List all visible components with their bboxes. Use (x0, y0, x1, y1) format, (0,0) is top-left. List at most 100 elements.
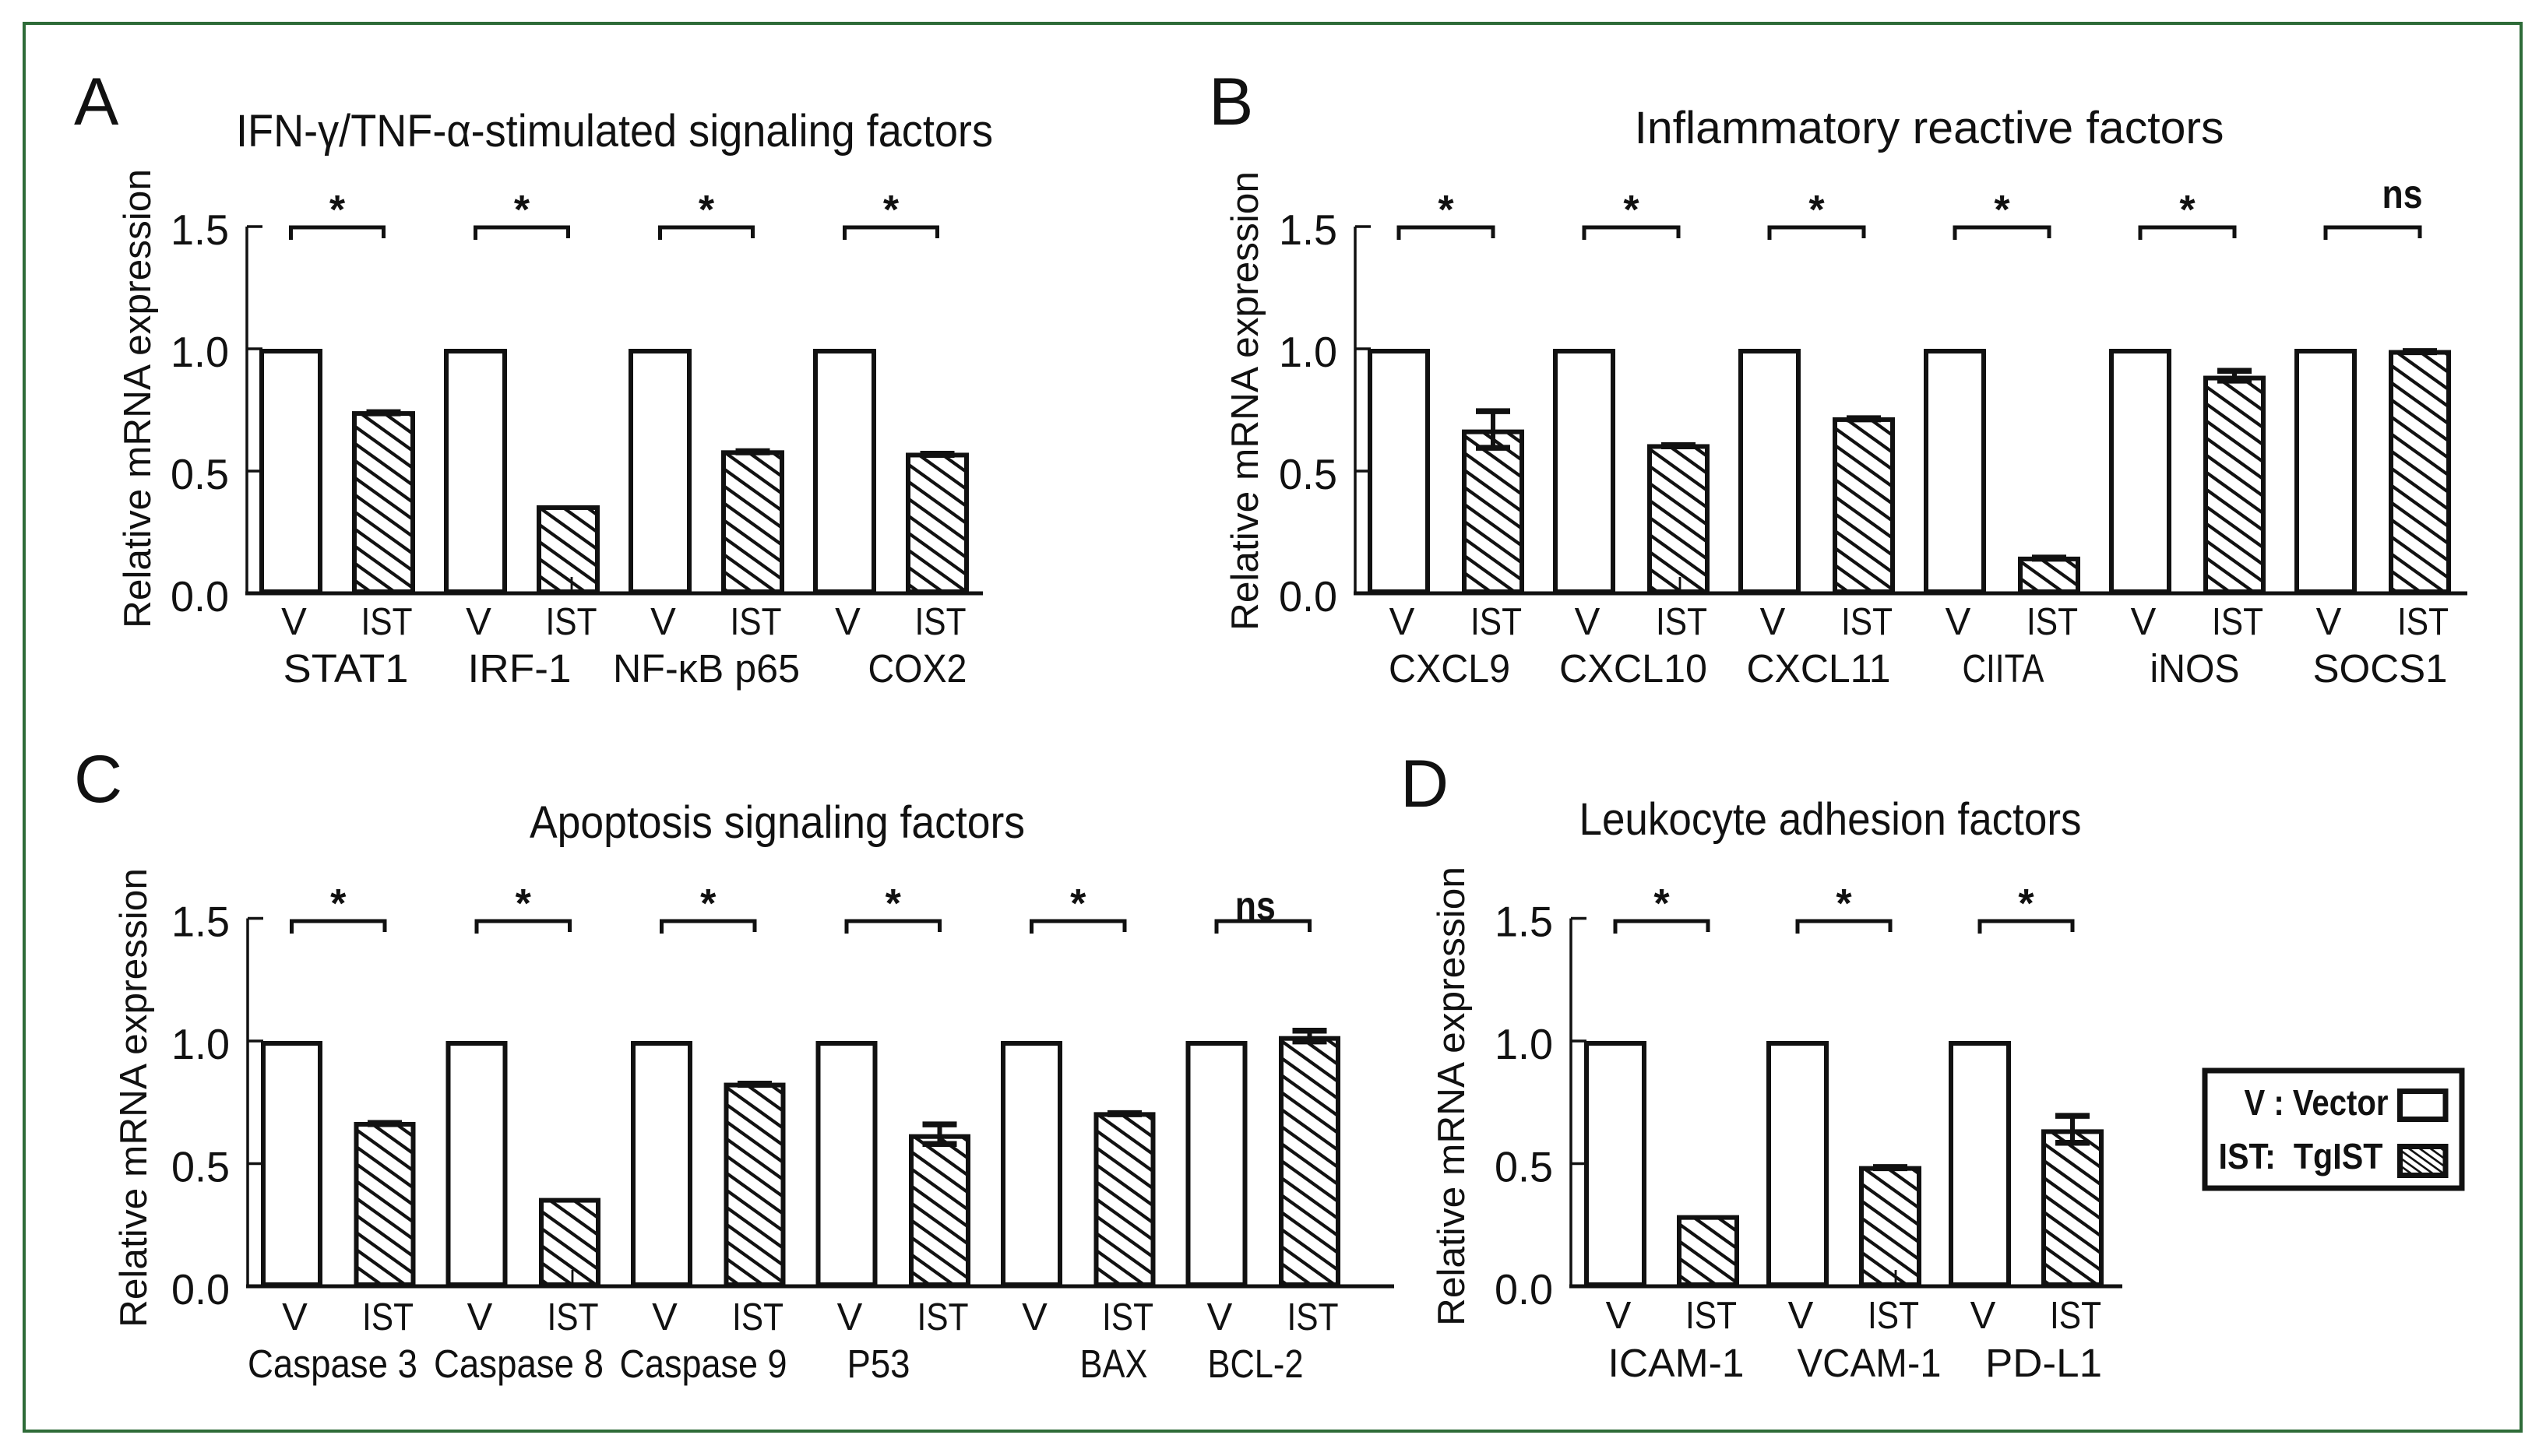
svg-text:Leukocyte adhesion factors: Leukocyte adhesion factors (1579, 794, 2082, 845)
svg-text:IST: IST (1656, 601, 1707, 643)
svg-text:iNOS: iNOS (2150, 646, 2240, 691)
svg-text:1.0: 1.0 (1279, 328, 1337, 376)
svg-text:IST: IST (1841, 601, 1893, 643)
svg-text:1.5: 1.5 (171, 898, 230, 946)
svg-text:*: * (330, 881, 347, 927)
svg-text:V: V (1970, 1295, 1996, 1337)
svg-text:V: V (2131, 601, 2157, 643)
svg-text:CIITA: CIITA (1963, 646, 2044, 691)
svg-text:0.5: 0.5 (171, 450, 229, 498)
svg-text:*: * (886, 881, 902, 927)
svg-text:P53: P53 (847, 1342, 910, 1386)
svg-text:0.0: 0.0 (1495, 1265, 1553, 1314)
svg-text:1.5: 1.5 (1495, 898, 1553, 946)
svg-text:V: V (2316, 601, 2342, 643)
svg-text:*: * (700, 881, 717, 927)
svg-text:*: * (1808, 188, 1825, 233)
svg-text:Relative mRNA expression: Relative mRNA expression (113, 868, 155, 1328)
svg-text:0.0: 0.0 (171, 572, 229, 621)
svg-text:V : Vector: V : Vector (2245, 1082, 2389, 1123)
svg-text:V: V (1575, 601, 1600, 643)
svg-text:*: * (2179, 188, 2196, 233)
svg-text:IFN-γ/TNF-α-stimulated signali: IFN-γ/TNF-α-stimulated signaling factors (236, 106, 993, 157)
svg-text:ns: ns (2382, 172, 2423, 217)
svg-text:ns: ns (1235, 884, 1276, 929)
svg-text:*: * (2018, 881, 2034, 927)
svg-text:C: C (74, 742, 122, 817)
svg-text:0.5: 0.5 (1279, 450, 1337, 498)
svg-text:Caspase 9: Caspase 9 (620, 1342, 787, 1386)
svg-text:IST: IST (2397, 601, 2449, 643)
svg-text:V: V (835, 601, 861, 643)
svg-text:V: V (466, 601, 491, 643)
svg-text:1.0: 1.0 (171, 328, 229, 376)
svg-text:IST: IST (2027, 601, 2078, 643)
svg-text:BAX: BAX (1080, 1342, 1148, 1386)
svg-text:STAT1: STAT1 (283, 646, 409, 691)
svg-text:IST: IST (1868, 1295, 1919, 1337)
svg-text:*: * (699, 188, 715, 233)
svg-text:Caspase 8: Caspase 8 (434, 1342, 604, 1386)
svg-text:NF-κB p65: NF-κB p65 (613, 646, 800, 691)
svg-text:D: D (1400, 747, 1449, 821)
svg-text:IST: IST (915, 601, 967, 643)
svg-text:*: * (516, 881, 532, 927)
svg-text:1.0: 1.0 (171, 1020, 230, 1068)
svg-text:VCAM-1: VCAM-1 (1798, 1341, 1942, 1385)
svg-text:*: * (1836, 881, 1852, 927)
svg-text:COX2: COX2 (868, 646, 967, 691)
svg-text:IST: IST (917, 1296, 969, 1338)
svg-text:IST: IST (731, 601, 782, 643)
svg-text:*: * (1994, 188, 2010, 233)
svg-text:IST: IST (546, 601, 597, 643)
svg-text:IST: IST (732, 1296, 784, 1338)
svg-text:V: V (282, 1296, 308, 1338)
svg-text:IST: IST (1470, 601, 1522, 643)
svg-text:*: * (1070, 881, 1086, 927)
svg-text:ICAM-1: ICAM-1 (1608, 1341, 1745, 1385)
svg-text:IST: IST (548, 1296, 599, 1338)
svg-text:*: * (883, 188, 900, 233)
svg-text:V: V (467, 1296, 493, 1338)
svg-text:*: * (1623, 188, 1639, 233)
svg-text:1.5: 1.5 (171, 206, 229, 254)
svg-text:Inflammatory reactive factors: Inflammatory reactive factors (1635, 103, 2224, 153)
svg-text:V: V (837, 1296, 863, 1338)
svg-text:*: * (329, 188, 346, 233)
svg-text:IST: IST (361, 601, 413, 643)
svg-text:IST: IST (2212, 601, 2263, 643)
svg-text:0.0: 0.0 (1279, 572, 1337, 621)
svg-text:V: V (1022, 1296, 1048, 1338)
svg-text:CXCL9: CXCL9 (1389, 646, 1510, 691)
svg-text:1.0: 1.0 (1495, 1020, 1553, 1068)
svg-text:IST: IST (1685, 1295, 1737, 1337)
svg-text:A: A (74, 65, 119, 139)
svg-text:B: B (1209, 65, 1253, 139)
svg-text:0.0: 0.0 (171, 1265, 230, 1314)
svg-text:*: * (1438, 188, 1454, 233)
svg-text:IST: IST (1287, 1296, 1339, 1338)
svg-text:V: V (281, 601, 307, 643)
svg-text:Apoptosis signaling factors: Apoptosis signaling factors (530, 797, 1025, 848)
svg-text:Relative mRNA expression: Relative mRNA expression (1431, 867, 1473, 1326)
svg-text:*: * (514, 188, 530, 233)
svg-text:IST: TgIST: IST: TgIST (2219, 1136, 2383, 1176)
svg-text:V: V (1606, 1295, 1632, 1337)
svg-text:V: V (1946, 601, 1971, 643)
svg-text:IRF-1: IRF-1 (468, 646, 572, 691)
svg-text:CXCL10: CXCL10 (1559, 646, 1707, 691)
svg-text:IST: IST (2050, 1295, 2101, 1337)
svg-text:V: V (652, 1296, 678, 1338)
svg-text:*: * (1653, 881, 1670, 927)
svg-text:Relative mRNA expression: Relative mRNA expression (1224, 171, 1266, 631)
svg-text:IST: IST (362, 1296, 414, 1338)
svg-text:IST: IST (1102, 1296, 1153, 1338)
svg-text:1.5: 1.5 (1279, 206, 1337, 254)
svg-text:V: V (1760, 601, 1786, 643)
svg-text:V: V (1207, 1296, 1233, 1338)
svg-text:V: V (1788, 1295, 1814, 1337)
svg-text:BCL-2: BCL-2 (1208, 1342, 1304, 1386)
svg-text:SOCS1: SOCS1 (2313, 646, 2448, 691)
svg-text:Relative mRNA expression: Relative mRNA expression (117, 169, 159, 628)
svg-text:V: V (1389, 601, 1415, 643)
